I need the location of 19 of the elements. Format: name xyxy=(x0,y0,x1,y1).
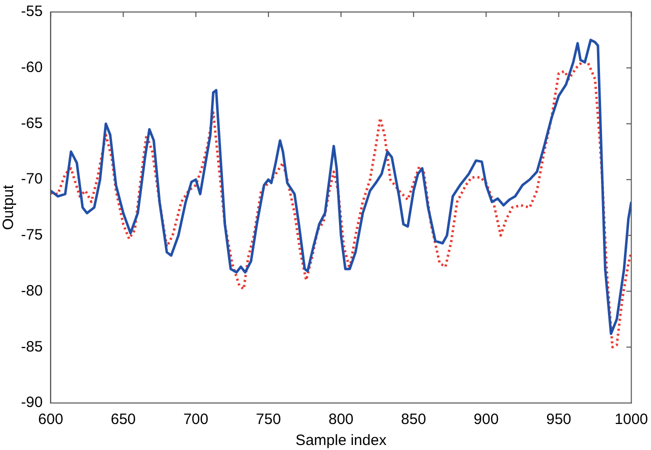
x-tick-label: 800 xyxy=(328,411,354,428)
x-tick-label: 700 xyxy=(183,411,208,428)
x-tick-label: 950 xyxy=(546,411,572,428)
x-axis-title: Sample index xyxy=(296,432,387,450)
y-axis-title: Output xyxy=(0,184,18,230)
x-tick-label: 650 xyxy=(110,411,136,428)
y-tick-label: -65 xyxy=(20,114,43,132)
y-tick-label: -70 xyxy=(20,170,43,188)
y-tick-label: -90 xyxy=(20,394,43,412)
x-tick-label: 750 xyxy=(256,411,281,428)
y-tick-label: -75 xyxy=(20,226,43,244)
x-tick-label: 600 xyxy=(38,411,64,428)
y-tick-label: -85 xyxy=(20,338,43,356)
y-tick-label: -80 xyxy=(20,282,43,300)
y-tick-label: -60 xyxy=(20,59,43,76)
x-tick-label: 850 xyxy=(401,411,426,428)
x-tick-label: 900 xyxy=(474,411,499,428)
x-tick-label: 1000 xyxy=(614,411,648,428)
y-tick-label: -55 xyxy=(20,3,43,20)
